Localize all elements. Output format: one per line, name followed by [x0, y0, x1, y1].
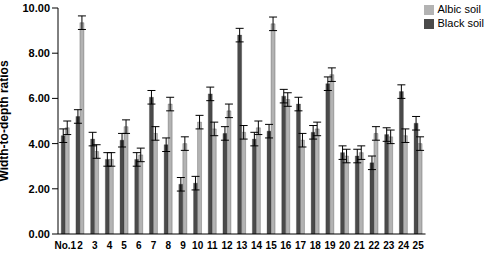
- svg-text:3: 3: [92, 240, 98, 251]
- svg-text:6.00: 6.00: [29, 92, 50, 104]
- svg-text:No.1: No.1: [55, 240, 77, 251]
- svg-text:20: 20: [339, 240, 351, 251]
- svg-text:22: 22: [369, 240, 381, 251]
- svg-text:2: 2: [77, 240, 83, 251]
- svg-text:19: 19: [324, 240, 336, 251]
- svg-text:10: 10: [192, 240, 204, 251]
- html-text:Black soil: Black soil: [437, 17, 484, 29]
- svg-text:11: 11: [207, 240, 218, 251]
- svg-text:0.00: 0.00: [29, 228, 50, 240]
- svg-text:6: 6: [136, 240, 142, 251]
- svg-text:2.00: 2.00: [29, 183, 50, 195]
- svg-text:23: 23: [383, 240, 395, 251]
- svg-text:15: 15: [266, 240, 278, 251]
- html-text:Albic soil: Albic soil: [437, 3, 481, 15]
- svg-text:13: 13: [236, 240, 248, 251]
- svg-text:24: 24: [398, 240, 410, 251]
- svg-text:17: 17: [295, 240, 307, 251]
- svg-text:9: 9: [180, 240, 186, 251]
- svg-text:12: 12: [222, 240, 234, 251]
- svg-text:18: 18: [310, 240, 322, 251]
- svg-text:16: 16: [280, 240, 292, 251]
- svg-text:7: 7: [151, 240, 157, 251]
- svg-text:8.00: 8.00: [29, 47, 50, 59]
- svg-text:14: 14: [251, 240, 263, 251]
- svg-text:25: 25: [413, 240, 425, 251]
- svg-text:8: 8: [165, 240, 171, 251]
- svg-text:21: 21: [354, 240, 366, 251]
- svg-text:5: 5: [121, 240, 127, 251]
- svg-text:4: 4: [107, 240, 113, 251]
- svg-text:Width-to-depth ratios: Width-to-depth ratios: [8, 60, 11, 182]
- svg-text:10.00: 10.00: [22, 2, 50, 14]
- svg-text:4.00: 4.00: [29, 138, 50, 150]
